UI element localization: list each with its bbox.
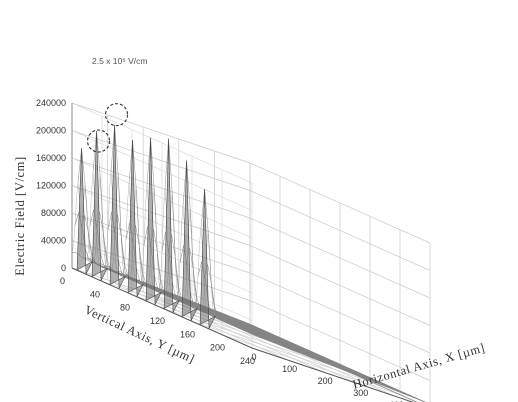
left-wall-gridline-4 xyxy=(71,157,253,239)
front-edge xyxy=(251,347,414,402)
surface-col-x-500 xyxy=(249,323,426,402)
x-tick-1: 100 xyxy=(282,364,297,374)
peak-spike-2 xyxy=(109,124,126,289)
peak-spike-6 xyxy=(181,160,198,321)
peak-spike-3 xyxy=(127,139,144,297)
x-tick-4: 400 xyxy=(389,400,404,402)
surface-col-x-300 xyxy=(178,295,359,377)
peak-spike-1 xyxy=(91,130,108,281)
left-wall-gridline-3 xyxy=(71,185,253,266)
peak-spike-0 xyxy=(76,148,93,276)
surface-row-y-172 xyxy=(200,189,380,382)
surface-col-x-480 xyxy=(242,321,423,402)
z-tick-3: 120000 xyxy=(36,181,66,191)
surface-col-x-200 xyxy=(143,281,324,363)
left-wall-gridline-1 xyxy=(71,240,253,321)
surface-col-x-160 xyxy=(128,276,310,357)
surface-col-x-460 xyxy=(235,318,416,399)
y-tick-0: 0 xyxy=(60,276,65,286)
tick-labels: 0 40000 80000 120000 160000 200000 240000 0 40 80… xyxy=(36,98,404,402)
y-tick-5: 200 xyxy=(210,343,225,353)
back-wall-gridline-4 xyxy=(71,157,251,219)
surface-col-x-0 xyxy=(71,171,253,335)
floor-yline-5 xyxy=(221,334,401,395)
surface-col-x-380 xyxy=(207,307,388,388)
left-edge xyxy=(71,267,253,349)
peak-series xyxy=(76,124,216,329)
back-wall-gridline-6 xyxy=(71,102,251,164)
surface-col-x-260 xyxy=(164,290,345,371)
y-tick-1: 40 xyxy=(90,289,100,299)
peak-spike-4 xyxy=(145,137,162,305)
surface-col-x-220 xyxy=(150,284,331,366)
z-tick-1: 40000 xyxy=(41,236,66,246)
left-wall-gridline-6 xyxy=(71,102,253,184)
peak-spike-7 xyxy=(199,189,216,329)
floor-yline-4 xyxy=(191,321,371,382)
highlight-circle-1 xyxy=(87,129,111,153)
y-tick-3: 120 xyxy=(150,316,165,326)
peak-spike-5 xyxy=(163,138,180,313)
z-tick-6: 240000 xyxy=(36,98,66,108)
z-tick-0: 0 xyxy=(61,263,66,273)
highlight-circle-0 xyxy=(105,103,129,127)
z-axis-label: Electric Field [V/cm] xyxy=(13,156,27,276)
x-tick-0: 0 xyxy=(251,352,256,362)
z-tick-4: 160000 xyxy=(36,153,66,163)
surface-col-x-340 xyxy=(192,301,374,382)
surface-col-x-320 xyxy=(185,298,366,380)
y-tick-2: 80 xyxy=(120,303,130,313)
z-tick-2: 80000 xyxy=(41,208,66,218)
left-wall-gridline-5 xyxy=(71,130,253,211)
x-tick-3: 300 xyxy=(353,388,368,398)
surface-col-x-400 xyxy=(214,309,395,391)
z-tick-5: 200000 xyxy=(36,126,66,136)
surface-col-x-440 xyxy=(228,315,409,396)
annotation-label: 2.5 x 10⁵ V/cm xyxy=(92,56,148,66)
y-tick-4: 160 xyxy=(180,329,195,339)
surface-col-x-360 xyxy=(200,304,381,385)
surface-row-y-104 xyxy=(149,229,329,359)
back-wall-gridline-5 xyxy=(71,130,251,191)
x-tick-2: 200 xyxy=(318,376,333,386)
highlight-markers xyxy=(87,103,129,153)
y-tick-6: 240 xyxy=(240,356,255,366)
surface-col-x-420 xyxy=(221,312,402,394)
